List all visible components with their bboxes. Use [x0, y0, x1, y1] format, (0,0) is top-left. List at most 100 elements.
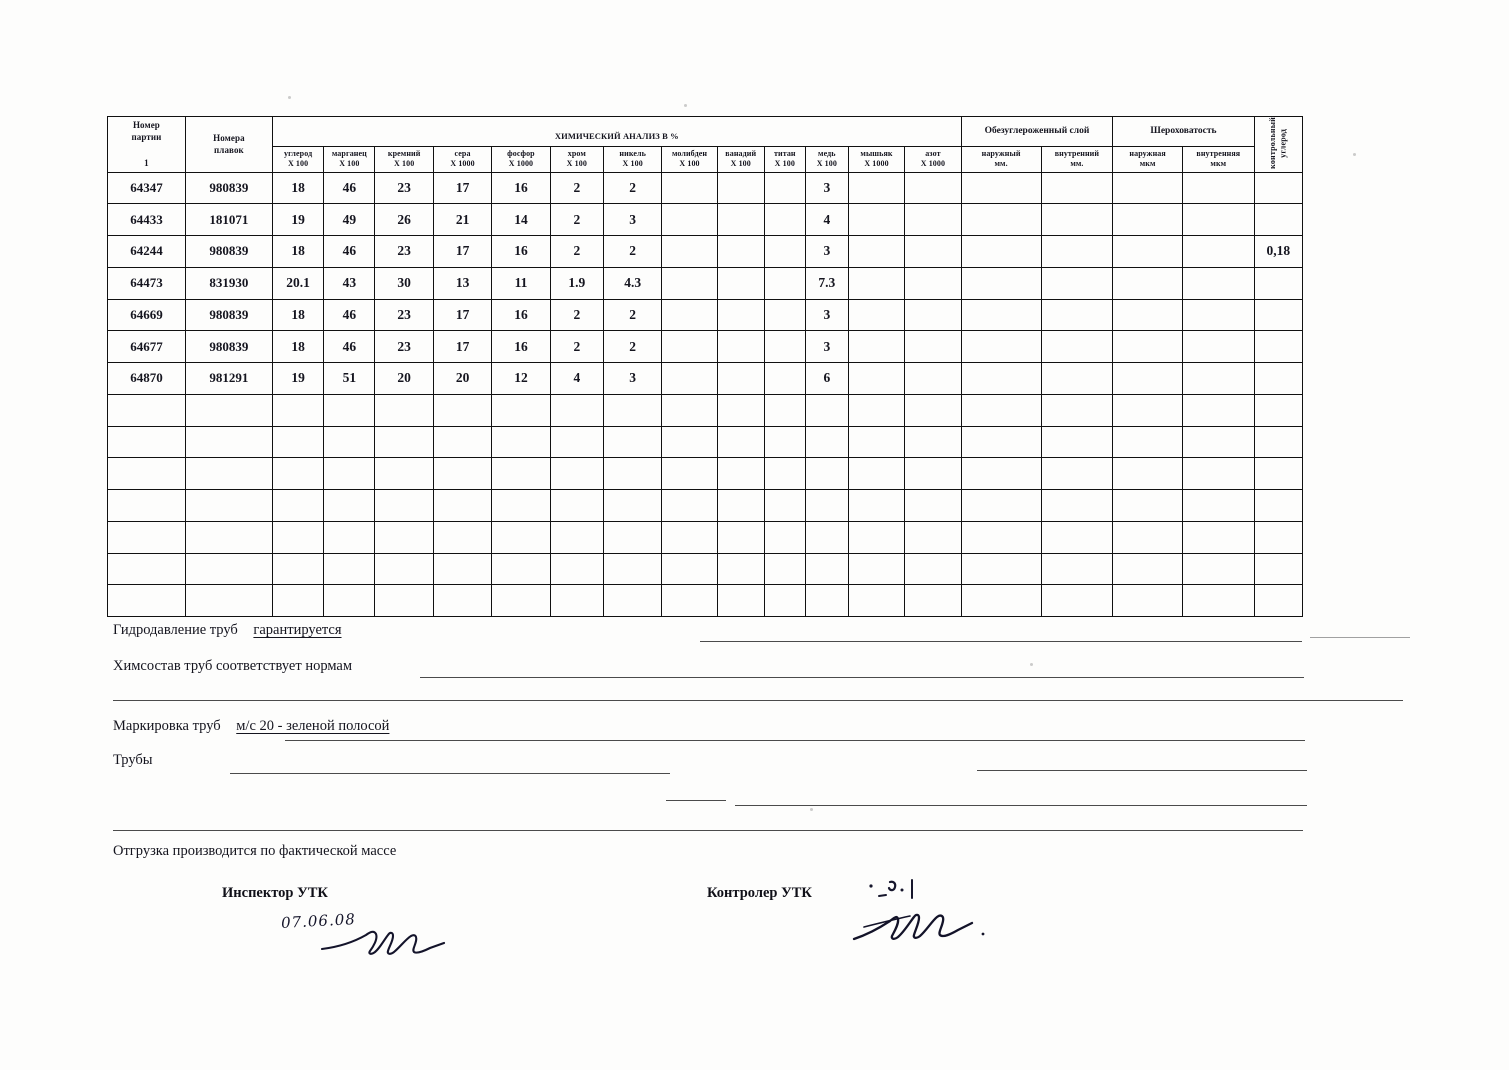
cell-part-number[interactable]: [107, 425, 186, 459]
cell-element-11[interactable]: [847, 362, 906, 395]
cell-control-carbon[interactable]: [1253, 425, 1304, 459]
cell-element-12[interactable]: [904, 552, 962, 586]
cell-element-3[interactable]: 17: [432, 330, 493, 363]
cell-rough-0[interactable]: [1112, 266, 1183, 300]
cell-control-carbon[interactable]: [1253, 552, 1304, 586]
cell-element-12[interactable]: [904, 171, 962, 205]
marking-value[interactable]: м/с 20 - зеленой полосой: [236, 718, 390, 734]
cell-element-5[interactable]: 2: [549, 298, 604, 332]
cell-element-7[interactable]: [661, 298, 718, 332]
cell-decarb-0[interactable]: [960, 203, 1042, 236]
cell-element-3[interactable]: [432, 457, 493, 490]
cell-element-12[interactable]: [904, 203, 962, 236]
cell-heat-number[interactable]: [184, 393, 273, 427]
cell-decarb-0[interactable]: [960, 425, 1042, 459]
cell-heat-number[interactable]: [184, 584, 273, 618]
cell-decarb-0[interactable]: [960, 362, 1042, 395]
cell-element-1[interactable]: [323, 425, 376, 459]
cell-element-12[interactable]: [904, 457, 962, 490]
cell-element-2[interactable]: 23: [374, 171, 434, 205]
cell-element-3[interactable]: [432, 393, 493, 427]
cell-element-0[interactable]: 18: [271, 298, 325, 332]
cell-element-3[interactable]: [432, 425, 493, 459]
cell-decarb-0[interactable]: [960, 393, 1042, 427]
cell-rough-1[interactable]: [1181, 171, 1255, 205]
cell-element-1[interactable]: [323, 489, 376, 522]
cell-element-10[interactable]: 3: [804, 171, 849, 205]
table-row[interactable]: [107, 552, 1304, 586]
cell-element-10[interactable]: 3: [804, 235, 849, 268]
cell-element-4[interactable]: 11: [491, 266, 551, 300]
cell-element-4[interactable]: 16: [491, 171, 551, 205]
cell-rough-1[interactable]: [1181, 425, 1255, 459]
cell-element-5[interactable]: [549, 425, 604, 459]
cell-rough-0[interactable]: [1112, 298, 1183, 332]
cell-part-number[interactable]: [107, 457, 186, 490]
cell-element-3[interactable]: 17: [432, 171, 493, 205]
cell-element-8[interactable]: [716, 489, 765, 522]
table-row[interactable]: [107, 520, 1304, 554]
cell-decarb-0[interactable]: [960, 298, 1042, 332]
cell-element-7[interactable]: [661, 171, 718, 205]
cell-element-0[interactable]: [271, 552, 325, 586]
cell-element-5[interactable]: 2: [549, 330, 604, 363]
cell-rough-0[interactable]: [1112, 457, 1183, 490]
cell-element-6[interactable]: [602, 393, 663, 427]
table-row[interactable]: [107, 489, 1304, 522]
cell-element-6[interactable]: [602, 457, 663, 490]
cell-element-9[interactable]: [763, 362, 806, 395]
cell-control-carbon[interactable]: [1253, 330, 1304, 363]
cell-decarb-1[interactable]: [1040, 552, 1114, 586]
cell-element-9[interactable]: [763, 552, 806, 586]
table-row[interactable]: 64677 980839 18 46 23 17 16 2 2 3: [107, 330, 1304, 363]
cell-element-6[interactable]: [602, 425, 663, 459]
cell-element-5[interactable]: 2: [549, 171, 604, 205]
cell-element-0[interactable]: [271, 584, 325, 618]
cell-element-6[interactable]: 2: [602, 298, 663, 332]
cell-element-0[interactable]: 18: [271, 330, 325, 363]
cell-element-4[interactable]: [491, 457, 551, 490]
cell-element-1[interactable]: [323, 393, 376, 427]
table-row[interactable]: 64870 981291 19 51 20 20 12 4 3 6: [107, 362, 1304, 395]
cell-part-number[interactable]: 64347: [107, 171, 186, 205]
cell-element-0[interactable]: [271, 520, 325, 554]
cell-element-8[interactable]: [716, 362, 765, 395]
cell-decarb-1[interactable]: [1040, 393, 1114, 427]
cell-part-number[interactable]: 64244: [107, 235, 186, 268]
cell-element-0[interactable]: 18: [271, 235, 325, 268]
cell-element-5[interactable]: [549, 489, 604, 522]
cell-decarb-1[interactable]: [1040, 457, 1114, 490]
cell-element-9[interactable]: [763, 203, 806, 236]
cell-rough-1[interactable]: [1181, 235, 1255, 268]
cell-heat-number[interactable]: [184, 457, 273, 490]
cell-element-11[interactable]: [847, 203, 906, 236]
cell-element-11[interactable]: [847, 235, 906, 268]
cell-control-carbon[interactable]: 0,18: [1253, 235, 1304, 268]
cell-decarb-1[interactable]: [1040, 235, 1114, 268]
cell-rough-1[interactable]: [1181, 489, 1255, 522]
cell-heat-number[interactable]: 980839: [184, 298, 273, 332]
cell-control-carbon[interactable]: [1253, 584, 1304, 618]
cell-element-11[interactable]: [847, 489, 906, 522]
cell-control-carbon[interactable]: [1253, 203, 1304, 236]
cell-rough-0[interactable]: [1112, 362, 1183, 395]
cell-rough-0[interactable]: [1112, 393, 1183, 427]
cell-element-12[interactable]: [904, 425, 962, 459]
cell-heat-number[interactable]: 980839: [184, 330, 273, 363]
table-row[interactable]: 64433 181071 19 49 26 21 14 2 3 4: [107, 203, 1304, 236]
cell-element-2[interactable]: 26: [374, 203, 434, 236]
cell-element-0[interactable]: [271, 393, 325, 427]
cell-part-number[interactable]: 64669: [107, 298, 186, 332]
cell-element-10[interactable]: [804, 393, 849, 427]
cell-element-9[interactable]: [763, 584, 806, 618]
cell-element-7[interactable]: [661, 489, 718, 522]
cell-element-4[interactable]: [491, 489, 551, 522]
cell-heat-number[interactable]: 980839: [184, 235, 273, 268]
cell-element-11[interactable]: [847, 520, 906, 554]
cell-element-7[interactable]: [661, 552, 718, 586]
cell-element-7[interactable]: [661, 203, 718, 236]
cell-decarb-1[interactable]: [1040, 266, 1114, 300]
cell-element-4[interactable]: [491, 584, 551, 618]
cell-element-1[interactable]: [323, 457, 376, 490]
cell-element-5[interactable]: [549, 552, 604, 586]
